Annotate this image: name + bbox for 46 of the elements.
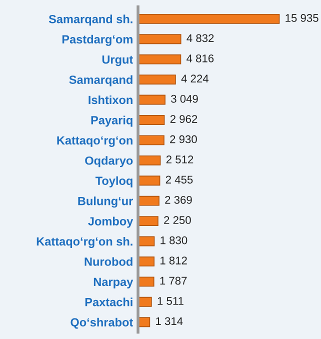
y-tick-label: Samarqand <box>69 75 132 86</box>
data-label: 2 369 <box>165 196 192 204</box>
data-label: 4 224 <box>181 74 209 82</box>
data-label: 2 512 <box>166 156 194 164</box>
y-tick-label: Narpay <box>94 278 134 288</box>
y-tick-label: Kattaqo‘rg‘on sh. <box>36 236 132 248</box>
data-label: 1 787 <box>160 276 187 285</box>
bar <box>138 94 166 105</box>
bar <box>138 14 280 24</box>
data-label: 2 455 <box>166 176 193 184</box>
y-tick-label: Kattaqo‘rg‘on <box>57 136 132 147</box>
y-tick-label: Urgut <box>102 55 134 66</box>
bar <box>138 196 160 206</box>
bar <box>138 115 165 125</box>
data-label: 1 314 <box>156 317 183 326</box>
y-tick-label: Pastdarg‘om <box>62 34 132 46</box>
y-tick-label: Paxtachi <box>85 298 132 306</box>
data-label: 1 511 <box>158 297 184 305</box>
y-tick-label: Bulung‘ur <box>78 196 133 208</box>
bar <box>138 296 152 307</box>
bar <box>138 74 176 85</box>
bar <box>138 256 155 266</box>
y-tick-label: Oqdaryo <box>85 156 133 168</box>
y-tick-label: Toyloq <box>95 176 132 188</box>
bar <box>138 34 182 44</box>
data-label: 4 816 <box>186 54 214 62</box>
data-label: 2 250 <box>164 216 191 224</box>
y-tick-label: Jomboy <box>88 216 134 228</box>
data-label: 4 832 <box>186 34 214 42</box>
y-tick-label: Samarqand sh. <box>48 14 132 26</box>
data-label: 1 830 <box>160 236 188 244</box>
data-label: 1 812 <box>160 256 187 264</box>
bar <box>138 54 182 64</box>
data-label: 3 049 <box>171 94 198 103</box>
bar <box>138 176 160 186</box>
bar <box>138 276 154 287</box>
data-label: 2 930 <box>170 135 197 144</box>
data-label: 15 935 <box>286 14 318 22</box>
y-tick-label: Ishtixon <box>88 95 132 104</box>
y-tick-label: Payariq <box>91 116 132 127</box>
bar <box>138 155 161 166</box>
data-label: 2 962 <box>170 115 198 123</box>
y-tick-label: Qo‘shrabot <box>70 318 134 329</box>
bar <box>138 135 164 146</box>
y-tick-label: Nurobod <box>84 257 132 266</box>
bar <box>138 216 158 226</box>
